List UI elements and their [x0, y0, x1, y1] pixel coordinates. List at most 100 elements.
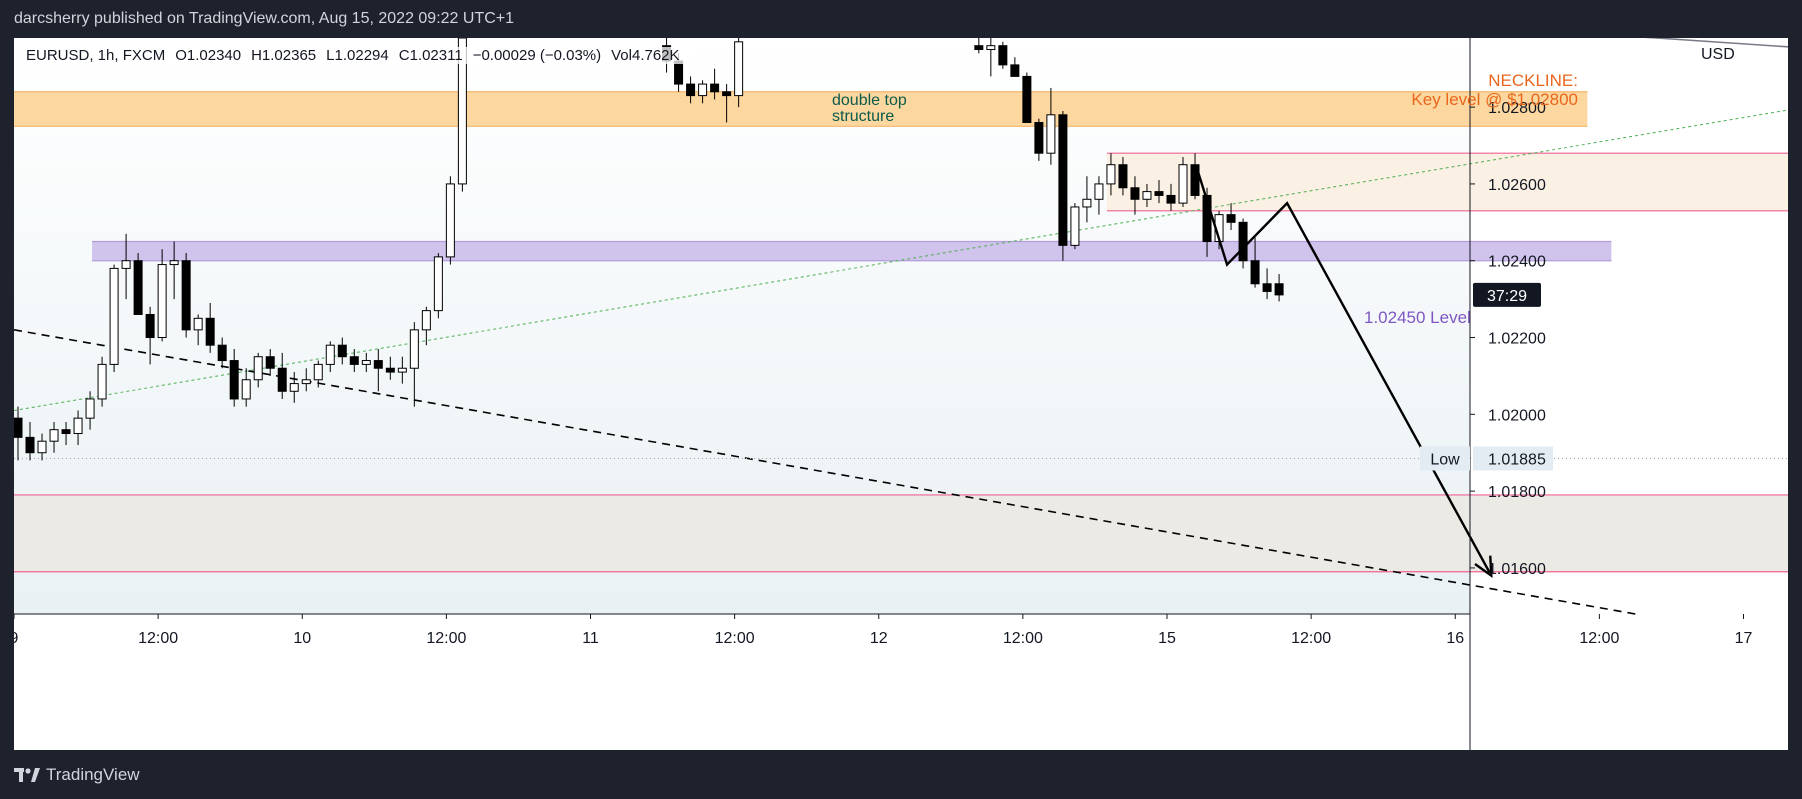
time-tick-label: 12	[870, 630, 888, 647]
symbol-name[interactable]: EURUSD, 1h, FXCM	[26, 47, 166, 64]
candle[interactable]	[325, 344, 335, 365]
candle[interactable]	[1082, 198, 1092, 208]
candle[interactable]	[686, 83, 696, 97]
candle[interactable]	[361, 360, 371, 365]
candle[interactable]	[1106, 164, 1116, 185]
candle[interactable]	[253, 356, 263, 381]
neckline-annotation[interactable]: NECKLINE: Key level @ $1.02800	[1411, 71, 1578, 109]
candle[interactable]	[1154, 191, 1164, 196]
projection-arrowhead	[1474, 555, 1493, 579]
candle[interactable]	[169, 260, 179, 266]
candle[interactable]	[1166, 194, 1176, 204]
candle[interactable]	[217, 344, 227, 362]
candle[interactable]	[289, 383, 299, 392]
candle[interactable]	[998, 45, 1008, 66]
candle[interactable]	[1070, 206, 1080, 246]
candle[interactable]	[229, 360, 239, 400]
time-tick-label: 15	[1158, 630, 1176, 647]
candle[interactable]	[14, 417, 23, 438]
trend-line-upper-trend-grey[interactable]	[1599, 38, 1788, 50]
candle[interactable]	[61, 429, 71, 435]
candle[interactable]	[1058, 114, 1068, 246]
low-value-tag[interactable]	[1473, 446, 1553, 471]
candle[interactable]	[1226, 214, 1236, 223]
candle[interactable]	[109, 267, 119, 365]
candle[interactable]	[373, 360, 383, 369]
candle[interactable]	[1022, 75, 1032, 123]
candle[interactable]	[145, 313, 155, 339]
zone-level[interactable]	[92, 241, 1612, 261]
candle[interactable]	[1034, 121, 1044, 154]
candle[interactable]	[722, 91, 732, 97]
candle[interactable]	[337, 344, 347, 358]
candle[interactable]	[1238, 221, 1248, 262]
time-tick-label: 16	[1446, 630, 1464, 647]
candle[interactable]	[1046, 114, 1056, 154]
price-chart[interactable]: 1.02800 1.02600 1.02400 1.02200 1.02000 1.018…	[14, 38, 1788, 750]
zone-neckline[interactable]	[14, 91, 1588, 127]
candle[interactable]	[133, 260, 143, 315]
candle[interactable]	[974, 45, 984, 51]
candle[interactable]	[986, 45, 996, 51]
candle[interactable]	[385, 367, 395, 373]
candle[interactable]	[409, 329, 419, 369]
trend-line-rising-trend-dotted[interactable]	[14, 103, 1788, 411]
zone-resistance[interactable]	[1106, 153, 1788, 211]
candle[interactable]	[1250, 260, 1260, 285]
candle[interactable]	[1142, 191, 1152, 200]
candle[interactable]	[265, 356, 275, 369]
high-value: H1.02365	[251, 47, 317, 64]
candle[interactable]	[457, 38, 467, 185]
candle[interactable]	[1190, 164, 1200, 196]
level-annotation[interactable]: 1.02450 Level	[1364, 308, 1471, 327]
candle[interactable]	[1130, 187, 1140, 200]
low-marker-tag[interactable]	[1420, 446, 1470, 471]
candle[interactable]	[25, 436, 35, 454]
double-top-annotation[interactable]: double top structure	[832, 93, 907, 125]
candle[interactable]	[710, 83, 720, 93]
tradingview-brand[interactable]: TradingView	[14, 765, 140, 785]
candle[interactable]	[37, 440, 47, 454]
candle[interactable]	[205, 317, 215, 346]
chart-panel[interactable]: 1.02800 1.02600 1.02400 1.02200 1.02000 1.018…	[14, 38, 1788, 750]
candle[interactable]	[349, 356, 359, 365]
countdown-tag[interactable]	[1473, 282, 1541, 307]
zone-target[interactable]	[14, 494, 1788, 572]
neckline-title: NECKLINE:	[1488, 71, 1578, 90]
candle[interactable]	[181, 260, 191, 331]
candle[interactable]	[1178, 164, 1188, 204]
candle[interactable]	[313, 363, 323, 381]
time-tick-label: 12:00	[1003, 630, 1043, 647]
candle[interactable]	[193, 317, 203, 331]
candle[interactable]	[121, 260, 131, 269]
candle[interactable]	[1118, 164, 1128, 189]
candle[interactable]	[301, 379, 311, 385]
candle[interactable]	[734, 41, 744, 97]
candle[interactable]	[421, 310, 431, 331]
price-axis-unit[interactable]: USD	[1701, 46, 1735, 63]
candle[interactable]	[1094, 183, 1104, 200]
candle[interactable]	[277, 367, 287, 392]
time-tick-label: 12:00	[715, 630, 755, 647]
low-value-label: 1.01885	[1488, 451, 1546, 468]
candle[interactable]	[1274, 283, 1284, 296]
projection-path[interactable]	[1195, 168, 1493, 577]
candle[interactable]	[1262, 283, 1272, 292]
time-tick-label: 12:00	[426, 630, 466, 647]
candle[interactable]	[97, 363, 107, 400]
candle[interactable]	[397, 367, 407, 373]
candle[interactable]	[241, 379, 251, 400]
candle[interactable]	[85, 398, 95, 419]
candle[interactable]	[433, 256, 443, 312]
candle[interactable]	[157, 264, 167, 339]
candle[interactable]	[1010, 64, 1020, 77]
double-top-line1: double top	[832, 92, 907, 109]
candle[interactable]	[1202, 194, 1212, 243]
candle[interactable]	[49, 429, 59, 442]
candle[interactable]	[674, 60, 684, 85]
candle[interactable]	[698, 83, 708, 97]
price-tick-label: 1.02200	[1488, 331, 1546, 348]
candle[interactable]	[445, 183, 455, 258]
candle[interactable]	[73, 417, 83, 435]
publish-header: darcsherry published on TradingView.com,…	[0, 0, 1802, 38]
